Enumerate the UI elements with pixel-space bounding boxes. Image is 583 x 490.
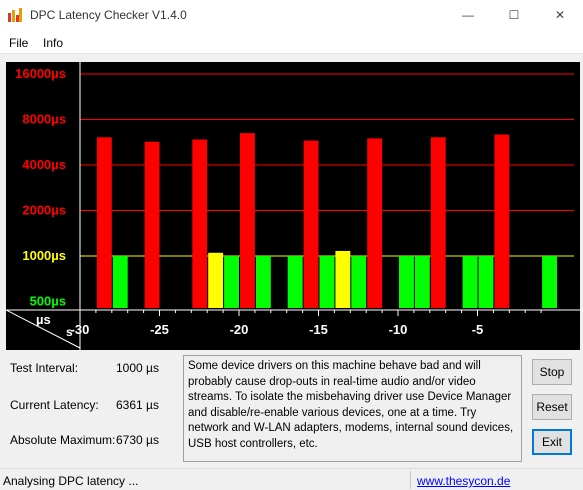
latency-bar <box>112 256 128 308</box>
status-text: Analysing DPC latency ... <box>3 474 139 488</box>
advice-message: Some device drivers on this machine beha… <box>183 355 522 462</box>
latency-chart: 16000µs 8000µs 4000µs 2000µs 1000µs 500µs µs s -… <box>6 62 580 350</box>
x-tick-label: -15 <box>309 322 328 337</box>
window-title: DPC Latency Checker V1.4.0 <box>30 8 187 22</box>
absolute-maximum-label: Absolute Maximum: <box>10 433 116 447</box>
latency-bar <box>399 256 414 308</box>
axis-unit-s: s <box>66 325 73 339</box>
test-interval-label: Test Interval: <box>10 361 79 375</box>
x-tick-label: -10 <box>389 322 408 337</box>
maximize-button[interactable]: ☐ <box>508 8 520 22</box>
website-link[interactable]: www.thesycon.de <box>417 474 511 488</box>
y-tick-label: 2000µs <box>22 203 66 218</box>
latency-bar <box>319 256 335 308</box>
latency-bar <box>462 256 478 308</box>
status-separator <box>410 471 411 489</box>
y-tick-label: 16000µs <box>15 66 66 81</box>
exit-button[interactable]: Exit <box>532 429 572 455</box>
latency-bar <box>494 134 510 308</box>
close-button[interactable]: ✕ <box>554 8 566 22</box>
menu-info[interactable]: Info <box>43 36 64 50</box>
y-tick-label: 4000µs <box>22 157 66 172</box>
latency-bar <box>192 139 208 308</box>
latency-bar <box>96 137 112 308</box>
x-tick-label: -5 <box>472 322 484 337</box>
latency-bar <box>335 250 351 308</box>
axis-corner-diagonal <box>6 309 81 349</box>
reset-button[interactable]: Reset <box>532 394 572 420</box>
latency-bar <box>240 133 255 308</box>
current-latency-label: Current Latency: <box>10 398 99 412</box>
latency-bar <box>351 256 367 308</box>
minimize-button[interactable]: — <box>462 8 474 22</box>
x-tick-label: -25 <box>150 322 169 337</box>
x-tick-label: -30 <box>71 322 90 337</box>
title-bar: DPC Latency Checker V1.4.0 — ☐ ✕ <box>0 0 583 30</box>
latency-bar <box>224 256 239 308</box>
latency-bar <box>414 256 430 308</box>
y-tick-label: 8000µs <box>22 112 66 127</box>
menu-bar: File Info <box>0 30 583 54</box>
app-bar-chart-icon <box>8 8 22 22</box>
stop-button[interactable]: Stop <box>532 359 572 385</box>
absolute-maximum-value: 6730 µs <box>116 433 159 447</box>
test-interval-value: 1000 µs <box>116 361 159 375</box>
x-tick-label: -20 <box>230 322 249 337</box>
menu-file[interactable]: File <box>9 36 29 50</box>
latency-bar <box>478 256 494 308</box>
y-tick-label: 1000µs <box>22 248 66 263</box>
latency-chart-svg: 16000µs8000µs4000µs2000µs1000µs500µsµss-… <box>6 62 580 350</box>
status-bar: Analysing DPC latency ... www.thesycon.d… <box>0 468 583 490</box>
latency-bar <box>303 140 319 308</box>
current-latency-value: 6361 µs <box>116 398 159 412</box>
latency-bar <box>208 252 224 308</box>
latency-bar <box>255 256 271 308</box>
latency-bar <box>430 137 446 308</box>
latency-bar <box>144 141 160 308</box>
y-tick-label: 500µs <box>30 294 66 309</box>
latency-bar <box>287 256 303 308</box>
axis-unit-us: µs <box>36 312 51 327</box>
latency-bar <box>542 256 557 308</box>
latency-bar <box>367 138 383 308</box>
